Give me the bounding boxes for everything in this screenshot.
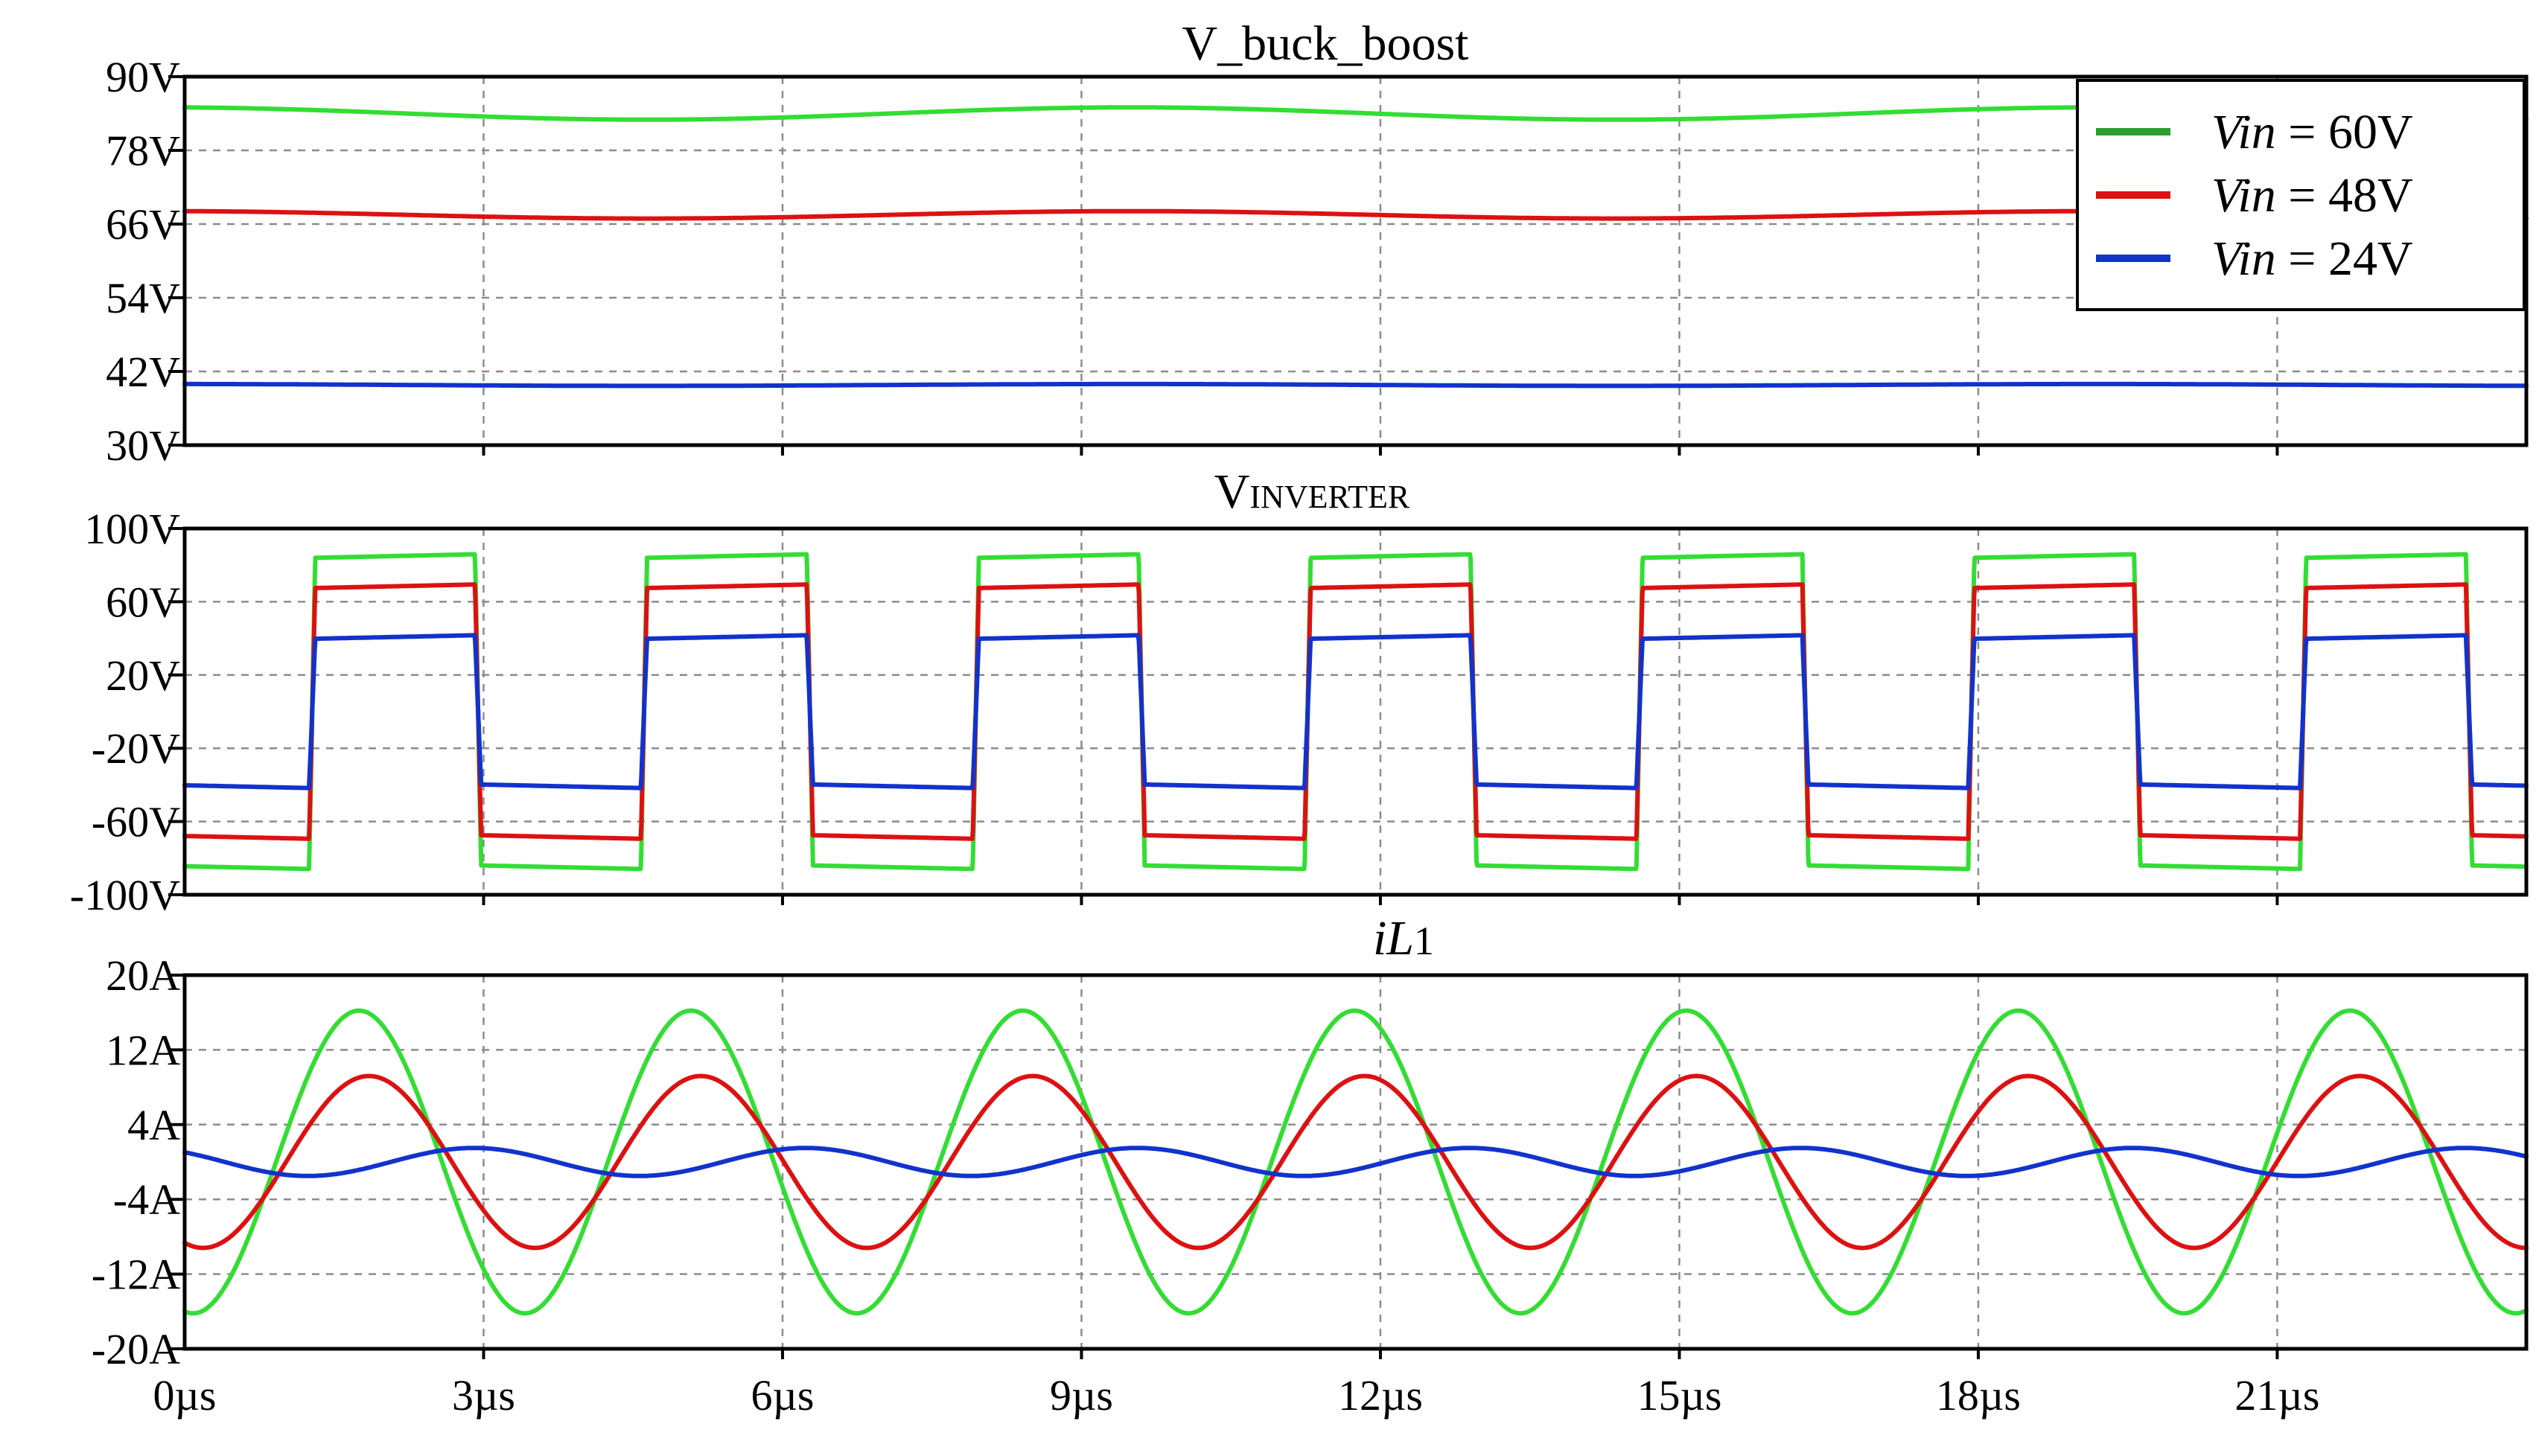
x-tick-label: 9µs — [1050, 1371, 1113, 1420]
legend: Vin = 60V Vin = 48V Vin = 24V — [2076, 79, 2526, 311]
x-tick-label: 15µs — [1637, 1371, 1721, 1420]
y-tick-label: -20A — [92, 1325, 180, 1373]
x-tick-label: 0µs — [153, 1371, 217, 1420]
y-tick-label: 20A — [106, 951, 180, 1000]
y-tick-label: 60V — [106, 578, 180, 626]
x-tick-label: 6µs — [751, 1371, 814, 1420]
plot-frame — [182, 526, 2529, 897]
y-tick-label: -60V — [92, 798, 180, 846]
y-tick-label: 42V — [106, 348, 180, 396]
x-tick-label: 12µs — [1338, 1371, 1423, 1420]
panel-title-sub: INVERTER — [1249, 479, 1410, 515]
y-tick-label: -20V — [92, 724, 180, 773]
legend-label-60v: Vin = 60V — [2211, 105, 2413, 159]
y-tick-label: 12A — [106, 1026, 180, 1074]
y-tick-label: 100V — [84, 505, 180, 553]
y-tick-label: -12A — [92, 1251, 180, 1299]
y-tick-label: -100V — [70, 871, 180, 919]
y-tick-label: -4A — [113, 1175, 180, 1224]
y-tick-label: 66V — [106, 200, 180, 249]
panel-title: VINVERTER — [1214, 464, 1410, 519]
series-vin-48v — [182, 1073, 2529, 1251]
y-tick-label: 4A — [127, 1101, 180, 1149]
y-tick-label: 20V — [106, 651, 180, 700]
series-vin-24v — [182, 381, 2529, 389]
x-tick-label: 21µs — [2234, 1371, 2319, 1420]
y-tick-label: 90V — [106, 53, 180, 101]
series-vin-24v — [182, 1146, 2529, 1178]
panel-title-main: iL — [1373, 911, 1414, 965]
panel-title-sub: 1 — [1414, 919, 1434, 963]
series-vin-24v — [182, 633, 2529, 791]
plot-frame — [182, 973, 2529, 1351]
panel-title: iL1 — [1373, 911, 1434, 965]
panel-title: V_buck_boost — [1182, 16, 1469, 71]
x-tick-label: 3µs — [452, 1371, 515, 1420]
panel-inverter: VINVERTER 100V 60V 20V -20V -60V -100V — [70, 464, 2529, 919]
legend-label-24v: Vin = 24V — [2211, 232, 2413, 286]
y-tick-label: 78V — [106, 127, 180, 175]
panel-title-main: V — [1214, 464, 1250, 519]
series-vin-60v — [182, 1008, 2529, 1316]
plot-frame — [182, 74, 2529, 447]
y-tick-label: 30V — [106, 421, 180, 470]
y-tick-label: 54V — [106, 274, 180, 322]
legend-label-48v: Vin = 48V — [2211, 168, 2413, 223]
x-tick-label: 18µs — [1936, 1371, 2021, 1420]
